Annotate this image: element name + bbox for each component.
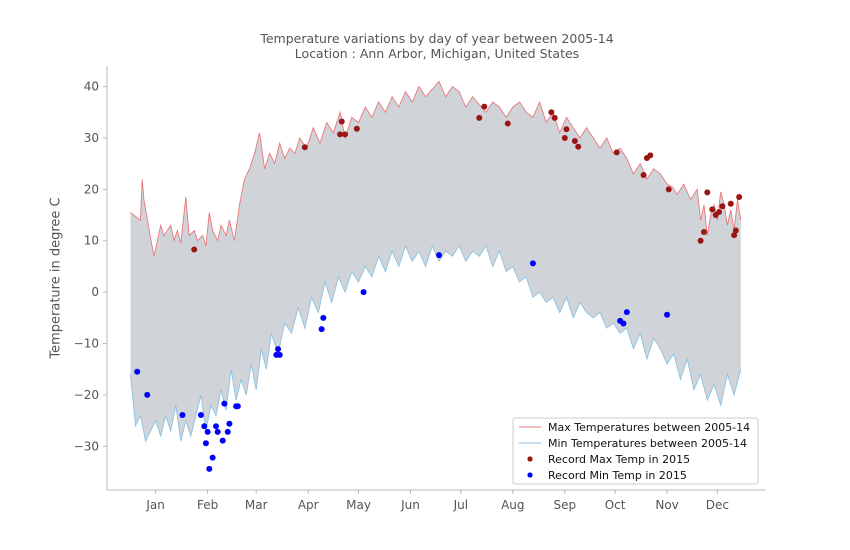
x-tick-label: Oct <box>605 498 626 512</box>
x-tick-label: Dec <box>706 498 729 512</box>
legend-entry: Max Temperatures between 2005-14 <box>548 421 750 434</box>
y-tick-label: −30 <box>74 439 99 453</box>
record-max-point <box>575 143 582 150</box>
plot-area <box>130 80 743 472</box>
record-min-point <box>204 428 211 435</box>
record-min-point <box>234 403 241 410</box>
x-tick-label: Sep <box>553 498 576 512</box>
record-max-point <box>337 131 344 138</box>
record-max-point <box>551 114 558 121</box>
max-temperature-line <box>130 80 742 257</box>
record-min-point <box>201 423 208 430</box>
record-max-point <box>301 144 308 151</box>
record-max-point <box>563 126 570 133</box>
y-tick-label: 20 <box>84 182 99 196</box>
legend-entry: Record Min Temp in 2015 <box>548 469 687 482</box>
record-max-point <box>640 171 647 178</box>
record-max-point <box>548 109 555 116</box>
record-min-point <box>318 326 325 333</box>
record-max-point <box>647 152 654 159</box>
x-tick-label: Aug <box>501 498 524 512</box>
record-min-point <box>202 440 209 447</box>
record-min-point <box>221 400 228 407</box>
legend-entry: Record Max Temp in 2015 <box>548 453 690 466</box>
record-max-point <box>561 134 568 141</box>
record-max-point <box>342 131 349 138</box>
y-tick-label: 10 <box>84 234 99 248</box>
record-min-point <box>276 351 283 358</box>
x-tick-label: Jan <box>145 498 165 512</box>
record-max-point <box>732 227 739 234</box>
record-min-point <box>320 314 327 321</box>
record-min-point <box>134 368 141 375</box>
record-min-point <box>664 311 671 318</box>
record-min-point <box>224 428 231 435</box>
record-max-point <box>613 149 620 156</box>
legend: Max Temperatures between 2005-14 Min Temp… <box>512 417 759 485</box>
x-tick-label: Jul <box>453 498 468 512</box>
record-max-point <box>727 200 734 207</box>
record-max-point <box>665 186 672 193</box>
record-max-point <box>731 232 738 239</box>
record-max-point <box>719 203 726 210</box>
record-max-point <box>704 189 711 196</box>
record-min-point <box>214 428 221 435</box>
min-temperature-line <box>130 244 742 443</box>
record-min-point <box>206 465 213 472</box>
record-min-point <box>197 411 204 418</box>
chart-subtitle: Location : Ann Arbor, Michigan, United S… <box>294 46 580 61</box>
record-min-point <box>219 437 226 444</box>
record-max-point <box>697 237 704 244</box>
record-max-point <box>191 246 198 253</box>
record-max-point <box>709 206 716 213</box>
x-tick-label: Mar <box>245 498 268 512</box>
record-min-point <box>212 423 219 430</box>
legend-box <box>512 417 759 485</box>
record-min-point <box>360 289 367 296</box>
record-max-point <box>700 229 707 236</box>
legend-entry: Min Temperatures between 2005-14 <box>548 437 747 450</box>
record-max-point <box>353 125 360 132</box>
record-max-point <box>481 103 488 110</box>
record-min-point <box>275 346 282 353</box>
legend-swatch <box>527 472 533 478</box>
y-tick-label: −10 <box>74 337 99 351</box>
record-min-point <box>209 454 216 461</box>
x-tick-label: Nov <box>655 498 678 512</box>
y-tick-label: 0 <box>91 285 99 299</box>
chart-title: Temperature variations by day of year be… <box>260 31 614 46</box>
record-min-point <box>620 320 627 327</box>
record-max-point <box>571 138 578 145</box>
record-min-point <box>144 391 151 398</box>
record-max-point <box>716 208 723 215</box>
y-tick-label: 40 <box>84 80 99 94</box>
record-min-point <box>179 411 186 418</box>
record-min-point <box>529 260 536 267</box>
x-tick-label: Jun <box>400 498 420 512</box>
y-tick-label: 30 <box>84 131 99 145</box>
record-max-point <box>338 118 345 125</box>
temperature-range-band <box>130 81 741 442</box>
legend-swatch <box>527 456 533 462</box>
record-max-point <box>504 120 511 127</box>
record-min-point <box>623 309 630 316</box>
x-tick-label: May <box>346 498 371 512</box>
record-max-point <box>736 194 743 201</box>
record-min-point <box>226 420 233 427</box>
record-min-point <box>436 252 443 259</box>
record-max-point <box>476 114 483 121</box>
y-tick-label: −20 <box>74 388 99 402</box>
x-tick-label: Feb <box>197 498 218 512</box>
axes: 40 30 20 10 0 −10 −20 −30 Jan Feb Mar Apr May Jun Jul A… <box>74 66 766 512</box>
x-tick-label: Apr <box>298 498 319 512</box>
